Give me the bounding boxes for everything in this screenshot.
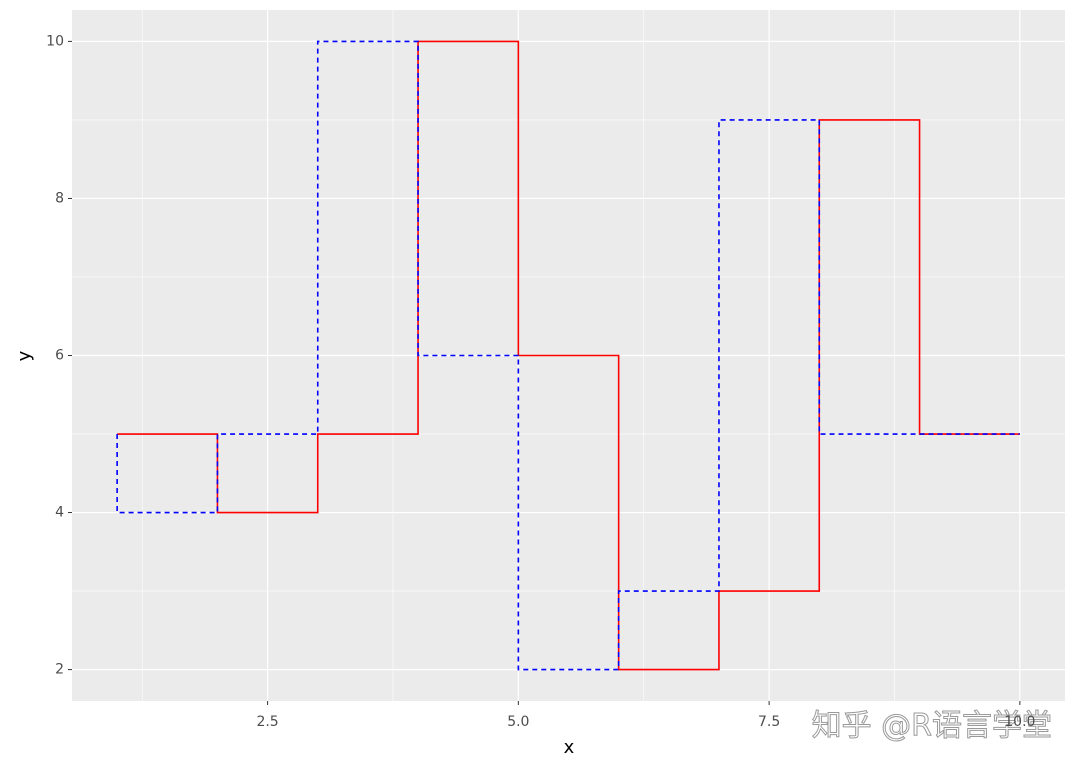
x-tick-label: 2.5: [256, 714, 278, 730]
x-tick-label: 7.5: [758, 714, 780, 730]
y-tick-label: 6: [55, 348, 64, 364]
y-tick-label: 4: [55, 505, 64, 521]
x-tick-label: 10.0: [1004, 714, 1035, 730]
y-tick-label: 2: [55, 662, 64, 678]
y-tick-label: 8: [55, 190, 64, 206]
x-tick-label: 5.0: [507, 714, 529, 730]
y-axis-title: y: [14, 350, 35, 361]
watermark: 知乎 @R语言学堂: [812, 709, 1052, 744]
marks: [116, 40, 1020, 671]
x-axis-title: x: [564, 737, 575, 758]
y-tick-label: 10: [46, 33, 64, 49]
step-line: [117, 40, 1020, 671]
step-line: [116, 40, 1020, 671]
